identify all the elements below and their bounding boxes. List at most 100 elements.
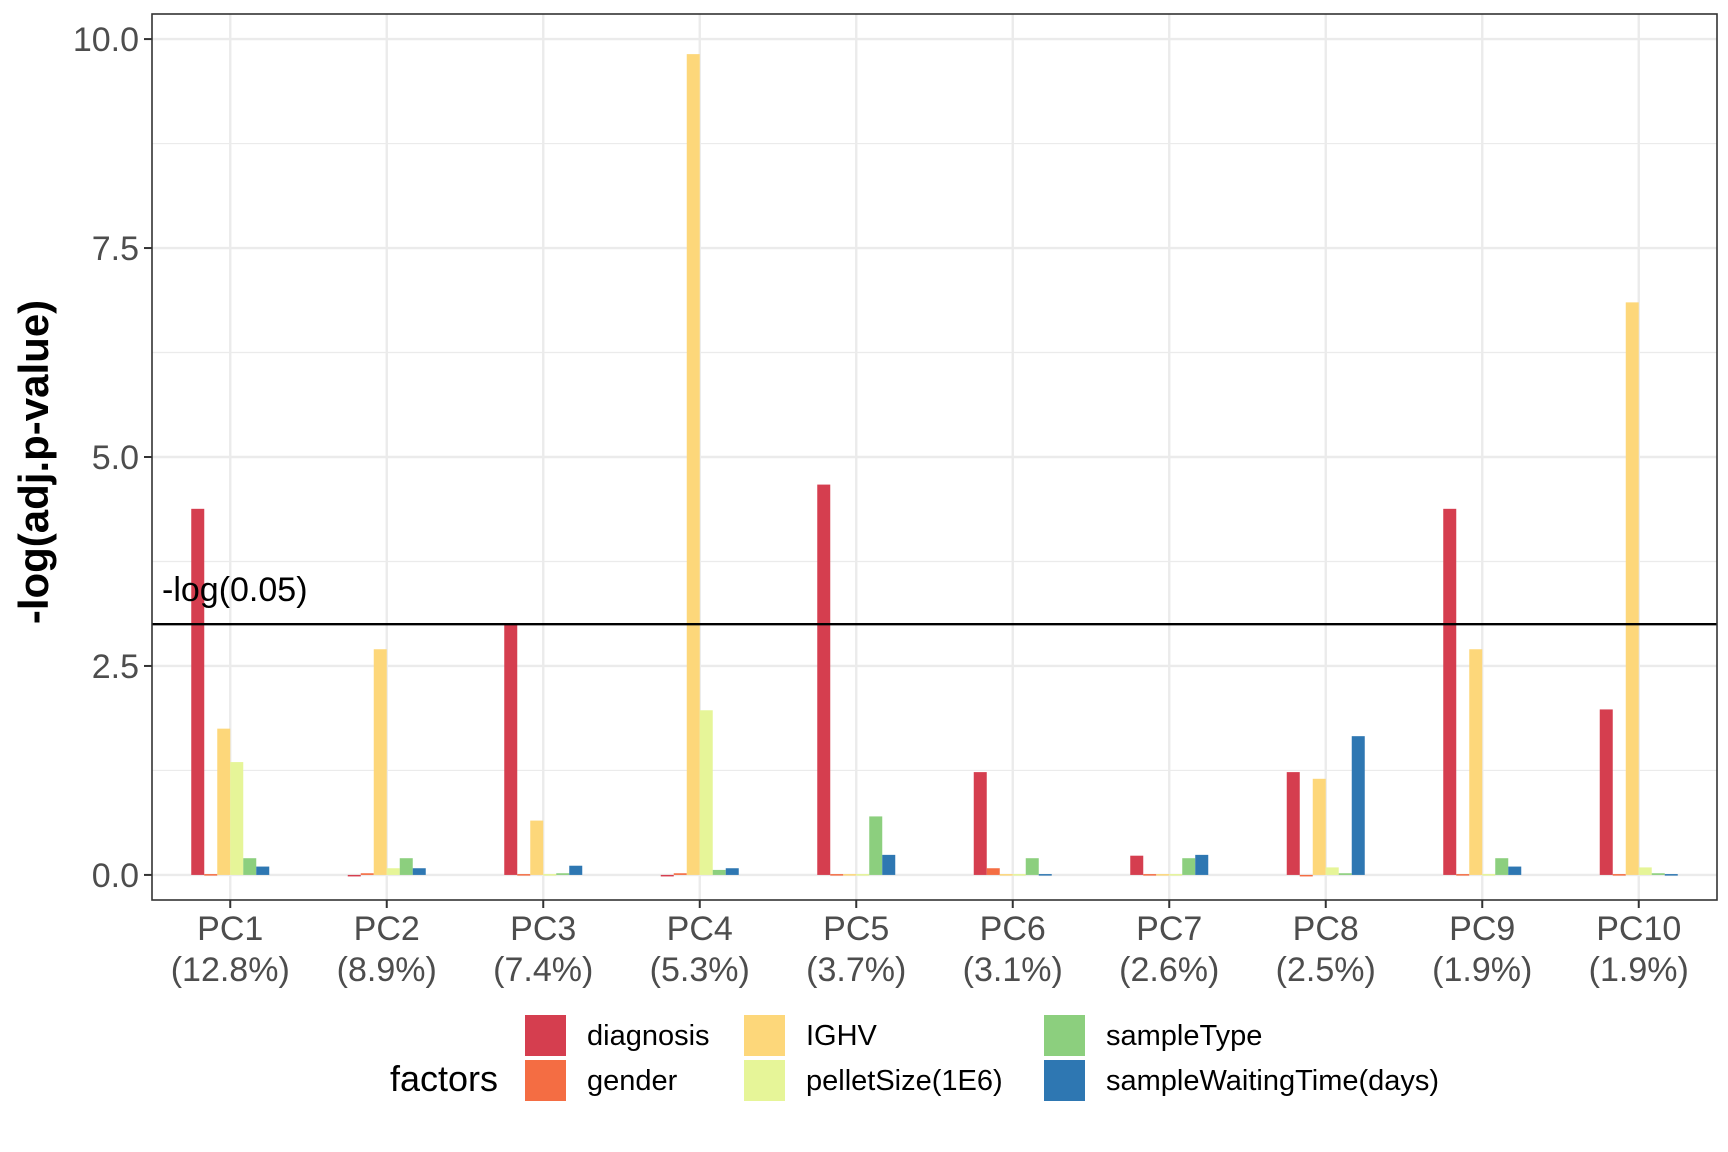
bar-pc2-2 — [373, 649, 387, 875]
y-axis: 0.0 2.5 5.0 7.5 10.0 — [73, 21, 152, 895]
x-tick-sublabel: (1.9%) — [1432, 951, 1532, 989]
bar-pc3-2 — [530, 820, 544, 875]
bar-pc5-5 — [882, 854, 896, 875]
legend-key-0 — [523, 1013, 568, 1058]
bar-pc2-3 — [386, 868, 400, 875]
bar-pc3-0 — [504, 624, 518, 875]
x-tick-sublabel: (2.5%) — [1276, 951, 1376, 989]
bar-pc10-5 — [1664, 874, 1678, 876]
legend-label: sampleType — [1106, 1020, 1262, 1052]
legend-label: gender — [587, 1065, 678, 1097]
bar-pc3-4 — [556, 873, 570, 875]
legend-label: sampleWaitingTime(days) — [1106, 1065, 1439, 1097]
bar-pc8-0 — [1286, 772, 1300, 875]
x-tick-label: PC1 — [197, 910, 263, 948]
bar-pc1-3 — [230, 762, 244, 875]
bar-pc10-4 — [1651, 873, 1665, 875]
bar-pc8-3 — [1325, 867, 1339, 875]
x-tick-sublabel: (5.3%) — [650, 951, 750, 989]
x-tick-sublabel: (3.7%) — [806, 951, 906, 989]
legend-label: diagnosis — [587, 1020, 710, 1052]
bar-pc6-4 — [1025, 858, 1039, 875]
bar-pc10-3 — [1638, 867, 1652, 875]
bar-pc10-0 — [1599, 709, 1613, 875]
x-tick-sublabel: (7.4%) — [493, 951, 593, 989]
bar-pc3-3 — [543, 874, 557, 876]
bar-pc10-2 — [1625, 302, 1639, 875]
x-tick-label: PC8 — [1293, 910, 1359, 948]
bar-pc3-1 — [517, 874, 531, 876]
bar-pc7-3 — [1169, 874, 1183, 876]
legend-key-4 — [1042, 1013, 1087, 1058]
bar-pc4-4 — [712, 869, 726, 875]
bar-pc1-2 — [217, 728, 231, 875]
bar-pc9-1 — [1456, 874, 1470, 876]
legend-label: pelletSize(1E6) — [806, 1065, 1003, 1097]
x-tick-label: PC4 — [667, 910, 733, 948]
bar-pc6-5 — [1038, 874, 1052, 876]
y-tick-label: 10.0 — [73, 21, 139, 59]
bar-pc4-3 — [699, 710, 713, 875]
x-tick-label: PC9 — [1449, 910, 1515, 948]
x-tick-sublabel: (3.1%) — [963, 951, 1063, 989]
bar-pc7-2 — [1156, 874, 1170, 876]
bar-pc3-5 — [569, 865, 583, 875]
x-tick-sublabel: (2.6%) — [1119, 951, 1219, 989]
bar-pc7-4 — [1182, 858, 1196, 875]
bar-pc6-0 — [973, 772, 987, 875]
x-tick-label: PC7 — [1136, 910, 1202, 948]
bar-pc8-4 — [1338, 873, 1352, 875]
bar-pc1-5 — [256, 866, 270, 875]
bar-pc4-1 — [673, 873, 687, 875]
x-tick-label: PC5 — [823, 910, 889, 948]
x-tick-sublabel: (1.9%) — [1589, 951, 1689, 989]
bar-pc1-1 — [204, 874, 218, 876]
x-axis: PC1(12.8%) PC2(8.9%) PC3(7.4%) PC4(5.3%) PC5… — [171, 900, 1689, 989]
x-tick-label: PC6 — [980, 910, 1046, 948]
bar-pc5-1 — [830, 874, 844, 876]
bar-pc5-2 — [843, 874, 857, 876]
bar-pc9-2 — [1469, 649, 1483, 875]
x-tick-label: PC3 — [510, 910, 576, 948]
y-tick-label: 2.5 — [92, 648, 139, 686]
bar-pc9-3 — [1482, 874, 1496, 876]
bar-pc8-5 — [1351, 736, 1365, 875]
x-tick-label: PC10 — [1596, 910, 1681, 948]
bar-pc4-5 — [725, 868, 739, 875]
bar-pc5-3 — [856, 874, 870, 876]
legend-key-2 — [742, 1013, 787, 1058]
bar-pc5-0 — [817, 484, 831, 875]
bar-pc2-5 — [412, 868, 426, 875]
legend-key-5 — [1042, 1058, 1087, 1103]
y-axis-title: -log(adj.p-value) — [10, 300, 57, 624]
bar-pc6-1 — [986, 868, 1000, 875]
bar-pc4-2 — [686, 54, 700, 875]
bar-pc4-0 — [660, 874, 674, 877]
bar-pc9-5 — [1508, 866, 1522, 875]
bar-pc1-4 — [243, 858, 257, 875]
legend-key-1 — [523, 1058, 568, 1103]
legend: factors diagnosis gender IGHV pelletSize(1E… — [390, 1013, 1439, 1103]
threshold-label: -log(0.05) — [162, 571, 308, 609]
bar-pc1-0 — [191, 508, 205, 875]
bar-pc6-2 — [999, 874, 1013, 876]
legend-key-3 — [742, 1058, 787, 1103]
x-tick-sublabel: (8.9%) — [337, 951, 437, 989]
bar-pc2-0 — [347, 874, 361, 877]
bar-pc7-5 — [1195, 854, 1209, 875]
bars — [191, 54, 1678, 877]
bar-pc7-0 — [1130, 855, 1144, 875]
legend-title: factors — [390, 1058, 498, 1099]
bar-pc10-1 — [1612, 874, 1626, 876]
x-tick-sublabel: (12.8%) — [171, 951, 290, 989]
legend-label: IGHV — [806, 1020, 878, 1052]
bar-pc8-1 — [1299, 874, 1313, 877]
bar-pc8-2 — [1312, 778, 1326, 875]
bar-pc6-3 — [1012, 874, 1026, 876]
bar-pc2-1 — [360, 873, 374, 875]
y-tick-label: 5.0 — [92, 439, 139, 477]
bar-pc7-1 — [1143, 874, 1157, 876]
bar-pc2-4 — [399, 858, 413, 875]
bar-pc5-4 — [869, 816, 883, 875]
